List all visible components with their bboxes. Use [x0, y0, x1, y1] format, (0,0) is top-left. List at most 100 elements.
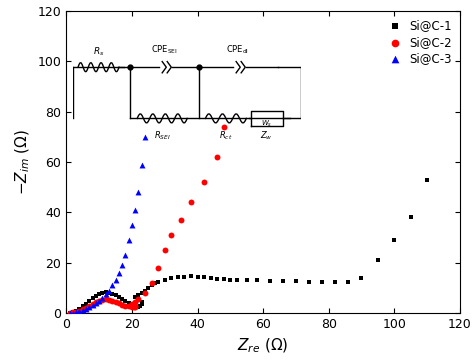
- Si@C-2: [130, 304, 137, 310]
- Si@C-1: [66, 310, 73, 316]
- Si@C-2: [118, 302, 126, 307]
- Si@C-1: [233, 277, 241, 283]
- Si@C-2: [99, 297, 106, 302]
- Si@C-2: [167, 232, 175, 238]
- Si@C-2: [187, 199, 195, 205]
- Si@C-3: [69, 310, 77, 316]
- Si@C-1: [121, 298, 129, 303]
- Si@C-1: [374, 257, 382, 263]
- Si@C-3: [135, 189, 142, 195]
- Si@C-3: [99, 295, 106, 301]
- Si@C-2: [66, 310, 73, 316]
- Si@C-1: [137, 303, 144, 309]
- Si@C-1: [345, 279, 352, 284]
- Si@C-1: [187, 274, 195, 279]
- Si@C-1: [128, 301, 136, 307]
- Si@C-1: [253, 278, 260, 283]
- Si@C-1: [305, 279, 313, 284]
- Si@C-3: [141, 134, 149, 140]
- Si@C-1: [138, 290, 146, 296]
- Si@C-3: [85, 304, 93, 310]
- Si@C-3: [128, 222, 136, 228]
- Si@C-1: [155, 279, 162, 284]
- Si@C-1: [331, 280, 339, 285]
- Si@C-3: [73, 309, 80, 315]
- Si@C-1: [109, 291, 116, 296]
- Si@C-1: [220, 276, 228, 282]
- Text: $R_{SEI}$: $R_{SEI}$: [154, 130, 171, 143]
- Legend: Si@C-1, Si@C-2, Si@C-3: Si@C-1, Si@C-2, Si@C-3: [381, 17, 454, 68]
- Si@C-2: [213, 154, 221, 160]
- Si@C-1: [138, 299, 146, 305]
- Si@C-2: [131, 299, 139, 305]
- Si@C-1: [243, 277, 250, 283]
- Si@C-1: [125, 300, 132, 306]
- Si@C-3: [89, 302, 96, 308]
- Si@C-1: [118, 296, 126, 301]
- Si@C-1: [131, 303, 139, 309]
- Si@C-3: [95, 298, 103, 303]
- Si@C-1: [207, 275, 214, 281]
- Si@C-1: [266, 278, 273, 284]
- Si@C-1: [85, 298, 93, 303]
- Si@C-3: [66, 310, 73, 316]
- Si@C-1: [181, 274, 188, 279]
- Si@C-2: [92, 299, 100, 305]
- Si@C-2: [161, 247, 168, 253]
- Y-axis label: $-Z_{im}\ (\Omega)$: $-Z_{im}\ (\Omega)$: [14, 129, 32, 195]
- Si@C-1: [174, 275, 182, 280]
- Si@C-2: [220, 124, 228, 130]
- Si@C-1: [357, 275, 365, 281]
- Si@C-1: [112, 292, 119, 298]
- Text: $Z_w$: $Z_w$: [261, 130, 273, 143]
- Si@C-3: [118, 262, 126, 268]
- Si@C-2: [131, 304, 139, 310]
- Si@C-1: [115, 294, 123, 300]
- Si@C-2: [85, 303, 93, 309]
- Si@C-2: [135, 297, 142, 302]
- Si@C-3: [102, 292, 109, 297]
- Si@C-3: [131, 207, 139, 213]
- Si@C-3: [76, 308, 83, 314]
- Si@C-1: [141, 288, 149, 293]
- Si@C-1: [407, 215, 414, 220]
- Si@C-1: [131, 294, 139, 300]
- Si@C-2: [200, 179, 208, 185]
- Si@C-2: [95, 298, 103, 303]
- Si@C-1: [423, 177, 431, 183]
- Si@C-1: [130, 303, 137, 309]
- Si@C-1: [73, 308, 80, 314]
- Si@C-1: [99, 290, 106, 296]
- Si@C-2: [79, 306, 87, 312]
- Si@C-3: [115, 270, 123, 276]
- Si@C-1: [151, 280, 159, 286]
- Si@C-2: [76, 308, 83, 314]
- X-axis label: $Z_{re}\ (\Omega)$: $Z_{re}\ (\Omega)$: [237, 337, 289, 355]
- Si@C-2: [121, 303, 129, 309]
- Si@C-2: [125, 303, 132, 309]
- Si@C-1: [167, 275, 175, 281]
- Si@C-2: [89, 301, 96, 306]
- Si@C-1: [138, 301, 146, 307]
- Si@C-2: [112, 299, 119, 305]
- Si@C-1: [161, 277, 168, 283]
- Si@C-1: [79, 303, 87, 309]
- Si@C-2: [109, 298, 116, 303]
- Text: $\rm CPE_{SEI}$: $\rm CPE_{SEI}$: [151, 43, 178, 56]
- Si@C-1: [89, 295, 96, 301]
- Si@C-1: [76, 306, 83, 311]
- Text: $\rm CPE_{dl}$: $\rm CPE_{dl}$: [226, 43, 249, 56]
- Si@C-2: [141, 290, 149, 296]
- Si@C-2: [73, 309, 80, 315]
- Si@C-1: [69, 309, 77, 315]
- Si@C-3: [92, 300, 100, 306]
- Si@C-3: [112, 278, 119, 283]
- Text: $W_s$: $W_s$: [261, 119, 273, 129]
- Si@C-1: [105, 290, 113, 296]
- Si@C-2: [105, 297, 113, 302]
- Si@C-1: [92, 293, 100, 298]
- Si@C-1: [135, 292, 142, 298]
- Si@C-1: [145, 285, 152, 291]
- Si@C-1: [135, 304, 142, 310]
- Si@C-3: [82, 306, 90, 311]
